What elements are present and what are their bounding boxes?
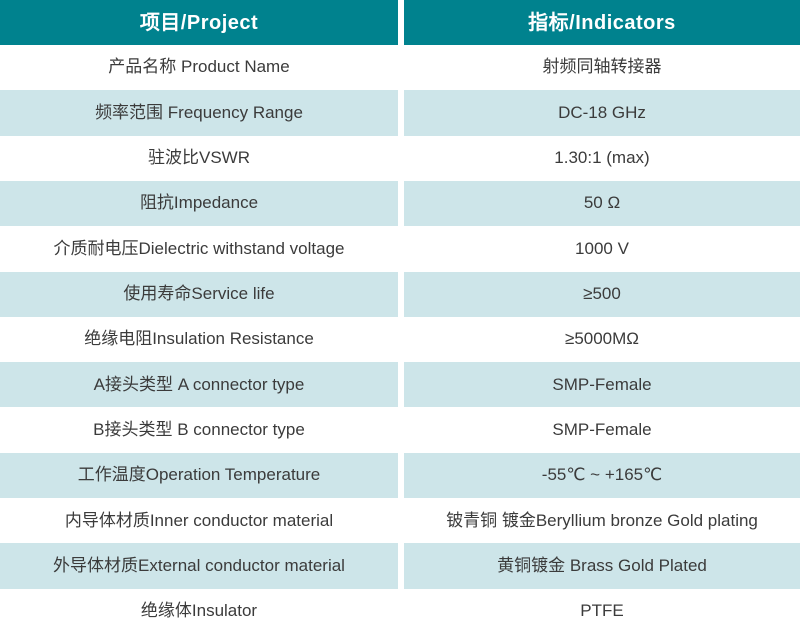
row-label: 外导体材质External conductor material bbox=[0, 543, 398, 589]
row-value: ≥5000MΩ bbox=[404, 316, 800, 363]
table-row: 外导体材质External conductor material 黄铜镀金 Br… bbox=[0, 543, 800, 589]
table-row: A接头类型 A connector type SMP-Female bbox=[0, 362, 800, 408]
row-label: 绝缘电阻Insulation Resistance bbox=[0, 316, 398, 363]
table-row: 阻抗Impedance 50 Ω bbox=[0, 180, 800, 227]
table-row: 绝缘电阻Insulation Resistance ≥5000MΩ bbox=[0, 316, 800, 363]
table-row: 介质耐电压Dielectric withstand voltage 1000 V bbox=[0, 226, 800, 272]
table-row: 绝缘体Insulator PTFE bbox=[0, 588, 800, 634]
table-row: 产品名称 Product Name 射频同轴转接器 bbox=[0, 45, 800, 91]
header-cell-project: 项目/Project bbox=[0, 0, 398, 45]
table-row: 工作温度Operation Temperature -55℃ ~ +165℃ bbox=[0, 452, 800, 499]
row-label: 频率范围 Frequency Range bbox=[0, 90, 398, 136]
row-value: SMP-Female bbox=[404, 407, 800, 453]
row-label: 阻抗Impedance bbox=[0, 180, 398, 227]
row-value: PTFE bbox=[404, 588, 800, 634]
table-row: B接头类型 B connector type SMP-Female bbox=[0, 407, 800, 453]
row-value: DC-18 GHz bbox=[404, 90, 800, 136]
row-value: 50 Ω bbox=[404, 180, 800, 227]
row-value: ≥500 bbox=[404, 271, 800, 317]
row-value: 铍青铜 镀金Beryllium bronze Gold plating bbox=[404, 498, 800, 544]
table-row: 驻波比VSWR 1.30:1 (max) bbox=[0, 135, 800, 181]
table-header-row: 项目/Project 指标/Indicators bbox=[0, 0, 800, 45]
row-value: 射频同轴转接器 bbox=[404, 45, 800, 91]
row-label: 绝缘体Insulator bbox=[0, 588, 398, 634]
row-value: 1000 V bbox=[404, 226, 800, 272]
row-value: 1.30:1 (max) bbox=[404, 135, 800, 181]
header-cell-indicators: 指标/Indicators bbox=[404, 0, 800, 45]
table-row: 使用寿命Service life ≥500 bbox=[0, 271, 800, 317]
row-value: 黄铜镀金 Brass Gold Plated bbox=[404, 543, 800, 589]
row-label: A接头类型 A connector type bbox=[0, 362, 398, 408]
table-row: 频率范围 Frequency Range DC-18 GHz bbox=[0, 90, 800, 136]
row-label: 使用寿命Service life bbox=[0, 271, 398, 317]
row-label: 内导体材质Inner conductor material bbox=[0, 498, 398, 544]
row-label: B接头类型 B connector type bbox=[0, 407, 398, 453]
table-row: 内导体材质Inner conductor material 铍青铜 镀金Bery… bbox=[0, 498, 800, 544]
row-value: SMP-Female bbox=[404, 362, 800, 408]
row-label: 产品名称 Product Name bbox=[0, 45, 398, 91]
row-label: 工作温度Operation Temperature bbox=[0, 452, 398, 499]
row-value: -55℃ ~ +165℃ bbox=[404, 452, 800, 499]
row-label: 驻波比VSWR bbox=[0, 135, 398, 181]
row-label: 介质耐电压Dielectric withstand voltage bbox=[0, 226, 398, 272]
